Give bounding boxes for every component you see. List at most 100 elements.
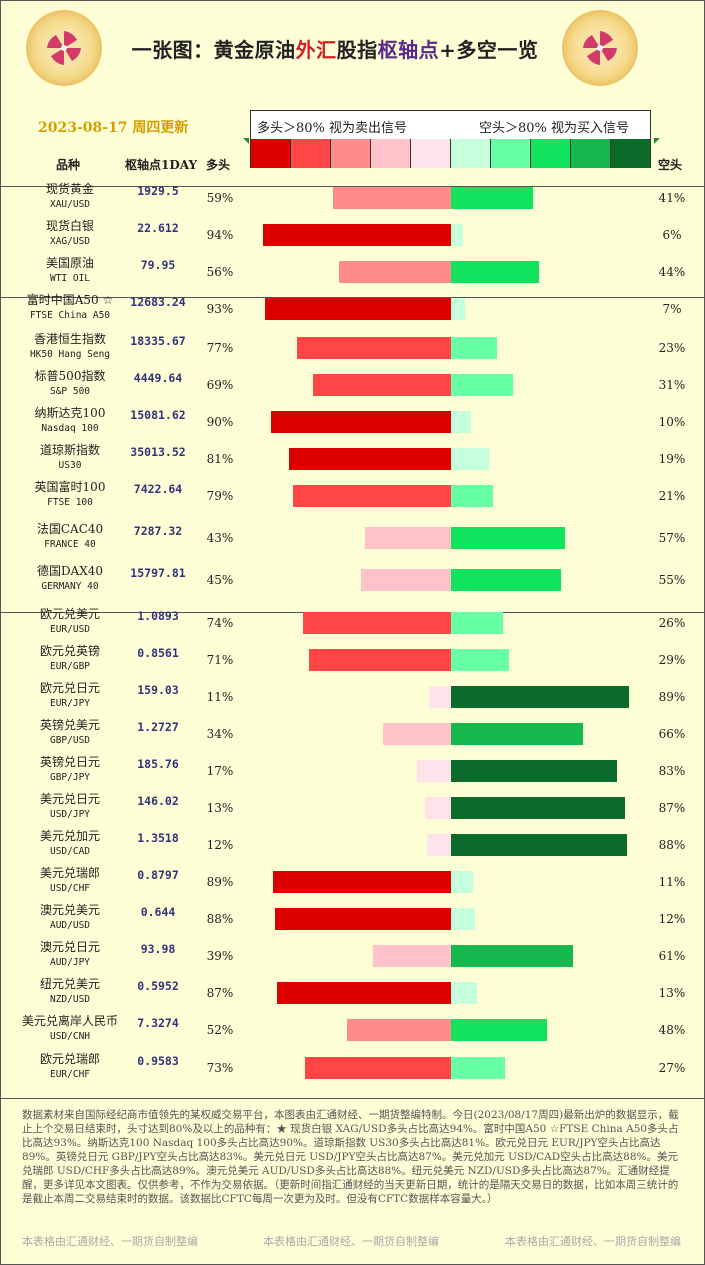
header-pivot: 枢轴点1DAY (125, 158, 198, 172)
instrument-name: 现货黄金 XAU/USD (8, 182, 132, 212)
short-percent: 23% (658, 341, 686, 355)
table-row: 欧元兑瑞郎 EUR/CHF 0.9583 73% 27% (0, 1051, 705, 1088)
instrument-en: EUR/JPY (49, 698, 91, 709)
short-bar (451, 569, 561, 591)
pivot-value: 0.644 (140, 905, 176, 919)
pivot-value: 185.76 (137, 757, 179, 771)
instrument-name: 香港恒生指数 HK50 Hang Seng (8, 332, 132, 362)
pivot-value: 18335.67 (130, 334, 186, 348)
instrument-cn: 美元兑加元 (39, 829, 100, 843)
instrument-en: AUD/JPY (49, 957, 91, 968)
scale-swatch (291, 139, 331, 168)
instrument-en: S&P 500 (49, 386, 91, 397)
long-percent: 77% (206, 341, 234, 355)
table-row: 标普500指数 S&P 500 4449.64 69% 31% (0, 368, 705, 405)
instrument-name: 美元兑加元 USD/CAD (8, 829, 132, 859)
short-bar (451, 1019, 547, 1041)
instrument-cn: 德国DAX40 (36, 564, 104, 578)
pinwheel-icon (581, 29, 619, 67)
long-percent: 45% (206, 573, 234, 587)
instrument-en: GBP/JPY (49, 772, 91, 783)
long-percent: 79% (206, 489, 234, 503)
title-part-2: 外汇 (295, 38, 337, 62)
long-bar (429, 686, 451, 708)
short-bar (451, 374, 513, 396)
scale-swatch (491, 139, 531, 168)
long-bar (425, 797, 451, 819)
pivot-value: 1.2727 (137, 720, 179, 734)
table-row: 道琼斯指数 US30 35013.52 81% 19% (0, 442, 705, 479)
table-row: 美元兑日元 USD/JPY 146.02 13% 87% (0, 791, 705, 828)
instrument-name: 美元兑瑞郎 USD/CHF (8, 866, 132, 896)
long-bar (313, 374, 451, 396)
pivot-value: 7.3274 (137, 1016, 179, 1030)
section-divider (0, 297, 705, 298)
instrument-cn: 现货白银 (45, 219, 94, 233)
legend-short-text: 空头＞80% 视为买入信号 (479, 121, 630, 136)
instrument-name: 富时中国A50 ☆ FTSE China A50 (8, 293, 132, 323)
section-divider (0, 1098, 705, 1099)
instrument-cn: 道琼斯指数 (39, 443, 100, 457)
instrument-en: HK50 Hang Seng (29, 349, 111, 360)
short-percent: 7% (662, 302, 682, 316)
corner-mark-right (654, 138, 660, 144)
header-short: 空头 (658, 158, 683, 172)
short-percent: 31% (658, 378, 686, 392)
legend-long-text: 多头＞80% 视为卖出信号 (257, 121, 408, 136)
pivot-value: 1.0893 (137, 609, 179, 623)
short-bar (451, 261, 539, 283)
table-row: 美元兑瑞郎 USD/CHF 0.8797 89% 11% (0, 865, 705, 902)
table-row: 现货黄金 XAU/USD 1929.5 59% 41% (0, 181, 705, 218)
scale-swatch (411, 139, 451, 168)
long-percent: 89% (206, 875, 234, 889)
instrument-name: 纳斯达克100 Nasdaq 100 (8, 406, 132, 436)
legend: 多头＞80% 视为卖出信号 空头＞80% 视为买入信号 (250, 110, 651, 168)
short-percent: 89% (658, 690, 686, 704)
long-percent: 90% (206, 415, 234, 429)
instrument-name: 道琼斯指数 US30 (8, 443, 132, 473)
pivot-value: 15081.62 (130, 408, 186, 422)
long-bar (275, 908, 451, 930)
scale-swatch (451, 139, 491, 168)
pivot-value: 0.9583 (137, 1054, 179, 1068)
chart-title: 一张图：黄金原油外汇股指枢轴点+多空一览 (105, 34, 565, 63)
long-bar (277, 982, 451, 1004)
long-bar (265, 298, 451, 320)
instrument-name: 美国原油 WTI OIL (8, 256, 132, 286)
long-bar (339, 261, 451, 283)
long-bar (303, 612, 451, 634)
instrument-name: 澳元兑美元 AUD/USD (8, 903, 132, 933)
pivot-value: 15797.81 (130, 566, 186, 580)
short-percent: 48% (658, 1023, 686, 1037)
instrument-name: 英镑兑美元 GBP/USD (8, 718, 132, 748)
short-bar (451, 797, 625, 819)
table-row: 富时中国A50 ☆ FTSE China A50 12683.24 93% 7% (0, 292, 705, 329)
short-bar (451, 760, 617, 782)
instrument-cn: 美元兑日元 (39, 792, 100, 806)
instrument-en: USD/CAD (49, 846, 91, 857)
credit-text: 本表格由汇通财经、一期货自制整编 (505, 1235, 681, 1248)
long-bar (309, 649, 451, 671)
instrument-name: 纽元兑美元 NZD/USD (8, 977, 132, 1007)
instrument-en: EUR/USD (49, 624, 91, 635)
table-row: 美元兑离岸人民币 USD/CNH 7.3274 52% 48% (0, 1013, 705, 1050)
short-percent: 27% (658, 1061, 686, 1075)
instrument-name: 德国DAX40 GERMANY 40 (8, 564, 132, 594)
long-bar (333, 187, 451, 209)
short-percent: 10% (658, 415, 686, 429)
header-long: 多头 (206, 158, 231, 172)
instrument-cn: 英镑兑日元 (39, 755, 100, 769)
short-percent: 19% (658, 452, 686, 466)
long-percent: 39% (206, 949, 234, 963)
long-bar (263, 224, 451, 246)
short-percent: 83% (658, 764, 686, 778)
long-percent: 71% (206, 653, 234, 667)
instrument-cn: 欧元兑英镑 (39, 644, 100, 658)
pivot-value: 1.3518 (137, 831, 179, 845)
table-row: 欧元兑英镑 EUR/GBP 0.8561 71% 29% (0, 643, 705, 680)
long-bar (347, 1019, 451, 1041)
short-bar (451, 485, 493, 507)
instrument-en: GBP/USD (49, 735, 91, 746)
long-percent: 69% (206, 378, 234, 392)
scale-swatch (611, 139, 650, 168)
